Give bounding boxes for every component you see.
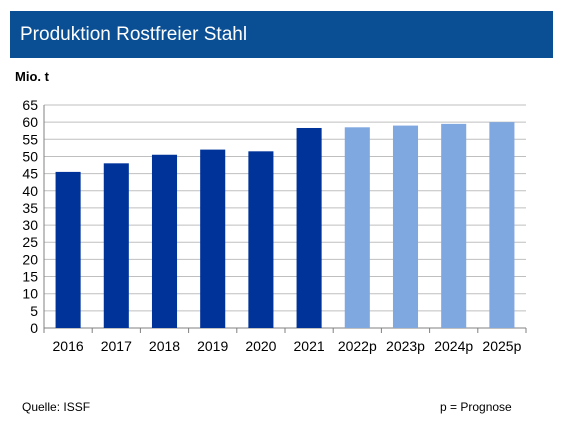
y-tick-label: 15	[22, 269, 38, 285]
bar	[441, 123, 467, 328]
bar	[344, 127, 370, 328]
y-tick-label: 65	[22, 97, 38, 113]
y-tick-label: 20	[22, 251, 38, 267]
x-tick-label: 2022p	[338, 338, 377, 354]
bar	[151, 154, 178, 328]
x-tick-label: 2016	[53, 338, 84, 354]
bar	[248, 151, 274, 328]
x-tick-label: 2024p	[434, 338, 473, 354]
y-unit-label: Mio. t	[15, 69, 49, 84]
y-tick-label: 35	[22, 200, 38, 216]
bar	[200, 149, 226, 328]
source-note: Quelle: ISSF	[22, 400, 91, 414]
y-tick-label: 25	[22, 234, 38, 250]
y-tick-label: 45	[22, 166, 38, 182]
x-tick-label: 2023p	[386, 338, 425, 354]
x-tick-label: 2020	[245, 338, 276, 354]
bar	[55, 171, 81, 328]
bar	[103, 163, 129, 328]
y-tick-label: 55	[22, 131, 38, 147]
y-tick-label: 60	[22, 114, 38, 130]
x-tick-label: 2025p	[482, 338, 521, 354]
x-tick-label: 2017	[101, 338, 132, 354]
y-tick-label: 50	[22, 148, 38, 164]
y-tick-label: 10	[22, 286, 38, 302]
x-tick-label: 2018	[149, 338, 180, 354]
bar	[296, 127, 322, 329]
forecast-note: p = Prognose	[440, 400, 512, 414]
y-tick-label: 30	[22, 217, 38, 233]
title-bar: Produktion Rostfreier Stahl	[10, 11, 553, 58]
x-tick-label: 2021	[294, 338, 325, 354]
chart-title: Produktion Rostfreier Stahl	[20, 24, 248, 45]
bar	[392, 125, 419, 328]
y-tick-label: 40	[22, 183, 38, 199]
x-tick-label: 2019	[197, 338, 228, 354]
y-tick-label: 0	[30, 320, 38, 336]
y-tick-label: 5	[30, 303, 38, 319]
bar	[489, 122, 515, 329]
